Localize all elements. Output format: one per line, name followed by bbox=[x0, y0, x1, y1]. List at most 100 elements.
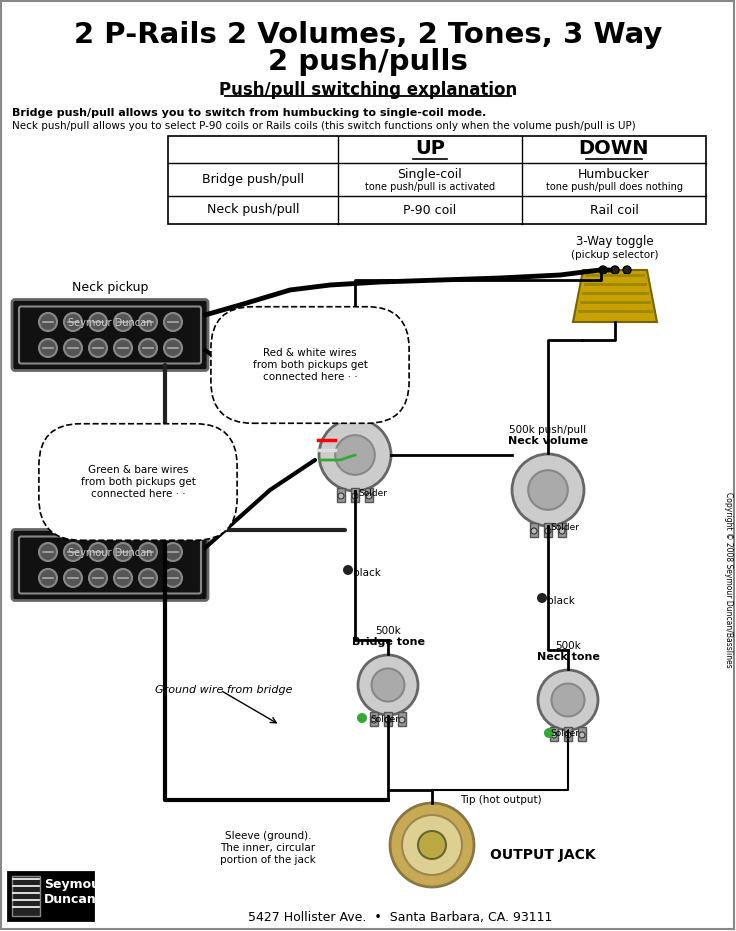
Circle shape bbox=[89, 543, 107, 561]
Bar bbox=[530, 523, 538, 537]
Bar bbox=[337, 488, 345, 502]
Text: 500k push/pull: 500k push/pull bbox=[509, 425, 587, 435]
Text: Seymour: Seymour bbox=[44, 878, 106, 891]
Text: Rail coil: Rail coil bbox=[590, 204, 638, 217]
Text: GRD: GRD bbox=[536, 744, 550, 749]
Text: black: black bbox=[547, 596, 575, 606]
Bar bbox=[558, 523, 566, 537]
Circle shape bbox=[538, 670, 598, 730]
Circle shape bbox=[139, 339, 157, 357]
Text: GRD: GRD bbox=[349, 729, 363, 734]
Circle shape bbox=[623, 266, 631, 274]
Circle shape bbox=[114, 313, 132, 331]
Bar bbox=[578, 727, 586, 741]
Text: GN: GN bbox=[536, 737, 548, 743]
Circle shape bbox=[611, 266, 619, 274]
Text: Ground wire from bridge: Ground wire from bridge bbox=[155, 685, 292, 695]
Text: Duncan.: Duncan. bbox=[44, 893, 102, 906]
Text: Neck push/pull: Neck push/pull bbox=[207, 204, 300, 217]
Circle shape bbox=[343, 565, 353, 575]
Bar bbox=[12, 876, 40, 916]
Circle shape bbox=[545, 528, 551, 534]
Circle shape bbox=[565, 732, 571, 738]
Text: tone push/pull does nothing: tone push/pull does nothing bbox=[545, 182, 682, 192]
Text: 3-Way toggle: 3-Way toggle bbox=[576, 235, 654, 248]
Circle shape bbox=[537, 593, 547, 603]
Text: DOWN: DOWN bbox=[578, 139, 649, 158]
Circle shape bbox=[357, 713, 367, 723]
Circle shape bbox=[402, 815, 462, 875]
Circle shape bbox=[164, 313, 182, 331]
Text: Bridge pickup: Bridge pickup bbox=[67, 511, 153, 524]
Text: 2 push/pulls: 2 push/pulls bbox=[268, 48, 468, 76]
Circle shape bbox=[89, 569, 107, 587]
Text: 500k: 500k bbox=[555, 641, 581, 651]
Text: Bridge push/pull: Bridge push/pull bbox=[202, 173, 304, 186]
Bar bbox=[8, 872, 93, 920]
Circle shape bbox=[551, 683, 584, 717]
Circle shape bbox=[89, 339, 107, 357]
Circle shape bbox=[164, 543, 182, 561]
Circle shape bbox=[418, 831, 446, 859]
Bar bbox=[365, 488, 373, 502]
Circle shape bbox=[559, 528, 565, 534]
FancyBboxPatch shape bbox=[19, 306, 201, 363]
Circle shape bbox=[551, 732, 557, 738]
Text: Push/pull switching explanation: Push/pull switching explanation bbox=[219, 81, 517, 99]
Circle shape bbox=[114, 339, 132, 357]
Circle shape bbox=[579, 732, 585, 738]
Circle shape bbox=[164, 569, 182, 587]
Circle shape bbox=[528, 470, 567, 510]
Circle shape bbox=[39, 543, 57, 561]
Text: Bridge push/pull allows you to switch from humbucking to single-coil mode.: Bridge push/pull allows you to switch fr… bbox=[12, 108, 486, 118]
Text: Neck tone: Neck tone bbox=[537, 652, 599, 662]
Text: Red & white wires
from both pickups get
connected here · ·: Red & white wires from both pickups get … bbox=[252, 348, 367, 382]
Circle shape bbox=[114, 543, 132, 561]
Circle shape bbox=[114, 569, 132, 587]
Text: 500k push/pull: 500k push/pull bbox=[316, 390, 394, 400]
Circle shape bbox=[319, 419, 391, 491]
Bar bbox=[398, 712, 406, 726]
Text: Humbucker: Humbucker bbox=[578, 168, 650, 181]
Circle shape bbox=[352, 493, 358, 499]
Circle shape bbox=[599, 266, 607, 274]
Text: Solder: Solder bbox=[370, 715, 399, 724]
Circle shape bbox=[64, 569, 82, 587]
Circle shape bbox=[338, 493, 344, 499]
Circle shape bbox=[39, 569, 57, 587]
Circle shape bbox=[164, 339, 182, 357]
Bar bbox=[351, 488, 359, 502]
Text: (pickup selector): (pickup selector) bbox=[571, 250, 659, 260]
Text: P-90 coil: P-90 coil bbox=[403, 204, 456, 217]
Text: 500k: 500k bbox=[375, 626, 401, 636]
Text: Neck push/pull allows you to select P-90 coils or Rails coils (this switch funct: Neck push/pull allows you to select P-90… bbox=[12, 121, 636, 131]
FancyBboxPatch shape bbox=[19, 536, 201, 593]
Bar bbox=[550, 727, 558, 741]
Text: OUTPUT JACK: OUTPUT JACK bbox=[490, 848, 595, 862]
Text: Seymour Duncan: Seymour Duncan bbox=[68, 317, 152, 328]
Circle shape bbox=[64, 313, 82, 331]
Circle shape bbox=[385, 717, 391, 723]
Text: Bridge volume: Bridge volume bbox=[310, 401, 400, 411]
Text: Sleeve (ground).
The inner, circular
portion of the jack: Sleeve (ground). The inner, circular por… bbox=[220, 831, 316, 865]
Circle shape bbox=[139, 543, 157, 561]
Text: black: black bbox=[353, 568, 381, 578]
Circle shape bbox=[371, 717, 377, 723]
Circle shape bbox=[399, 717, 405, 723]
Bar bbox=[564, 727, 572, 741]
Bar bbox=[370, 712, 378, 726]
Circle shape bbox=[89, 313, 107, 331]
Circle shape bbox=[39, 313, 57, 331]
Circle shape bbox=[139, 569, 157, 587]
Circle shape bbox=[390, 803, 474, 887]
Text: 5427 Hollister Ave.  •  Santa Barbara, CA. 93111: 5427 Hollister Ave. • Santa Barbara, CA.… bbox=[248, 911, 552, 924]
Text: GN: GN bbox=[349, 722, 361, 728]
Text: Seymour Duncan: Seymour Duncan bbox=[68, 547, 152, 558]
Circle shape bbox=[39, 339, 57, 357]
Circle shape bbox=[512, 454, 584, 526]
Circle shape bbox=[544, 728, 554, 738]
Text: Green & bare wires
from both pickups get
connected here · ·: Green & bare wires from both pickups get… bbox=[80, 466, 196, 499]
Text: Solder: Solder bbox=[550, 729, 579, 738]
Text: Neck pickup: Neck pickup bbox=[72, 281, 148, 294]
Text: Bridge tone: Bridge tone bbox=[352, 637, 425, 647]
